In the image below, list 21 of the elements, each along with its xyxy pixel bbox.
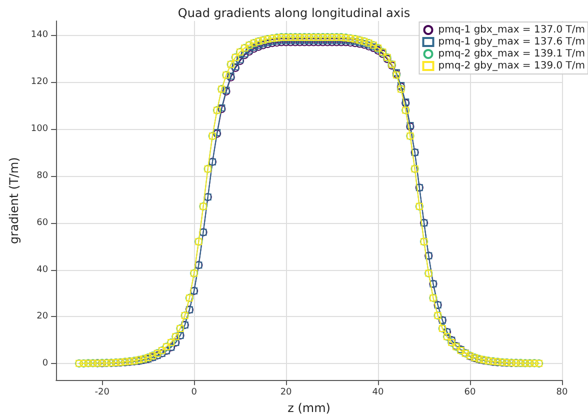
legend-label: pmq-2 gbx_max = 139.1 T/m — [438, 48, 585, 60]
y-tick-label: 80 — [36, 170, 48, 181]
chart-title: Quad gradients along longitudinal axis — [178, 6, 410, 20]
y-axis-title: gradient (T/m) — [7, 157, 21, 244]
y-tick-label: 60 — [36, 218, 48, 228]
legend-label: pmq-2 gby_max = 139.0 T/m — [438, 60, 585, 72]
x-axis-title: z (mm) — [288, 401, 330, 415]
legend-label: pmq-1 gbx_max = 137.0 T/m — [438, 24, 585, 36]
y-tick-label: 0 — [42, 358, 48, 369]
x-tick-label: 40 — [372, 388, 384, 398]
x-tick-label: 20 — [280, 388, 292, 398]
y-tick-label: 40 — [36, 264, 48, 275]
y-tick-label: 100 — [30, 124, 48, 134]
y-tick-label: 20 — [36, 312, 48, 322]
x-tick-label: 80 — [556, 388, 568, 398]
y-tick-label: 140 — [30, 30, 48, 40]
legend-label: pmq-1 gby_max = 137.6 T/m — [438, 36, 585, 48]
x-tick-label: 60 — [464, 388, 476, 398]
x-tick-label: 0 — [191, 388, 198, 398]
y-tick-label: 120 — [30, 77, 48, 88]
x-tick-label: -20 — [94, 388, 110, 398]
